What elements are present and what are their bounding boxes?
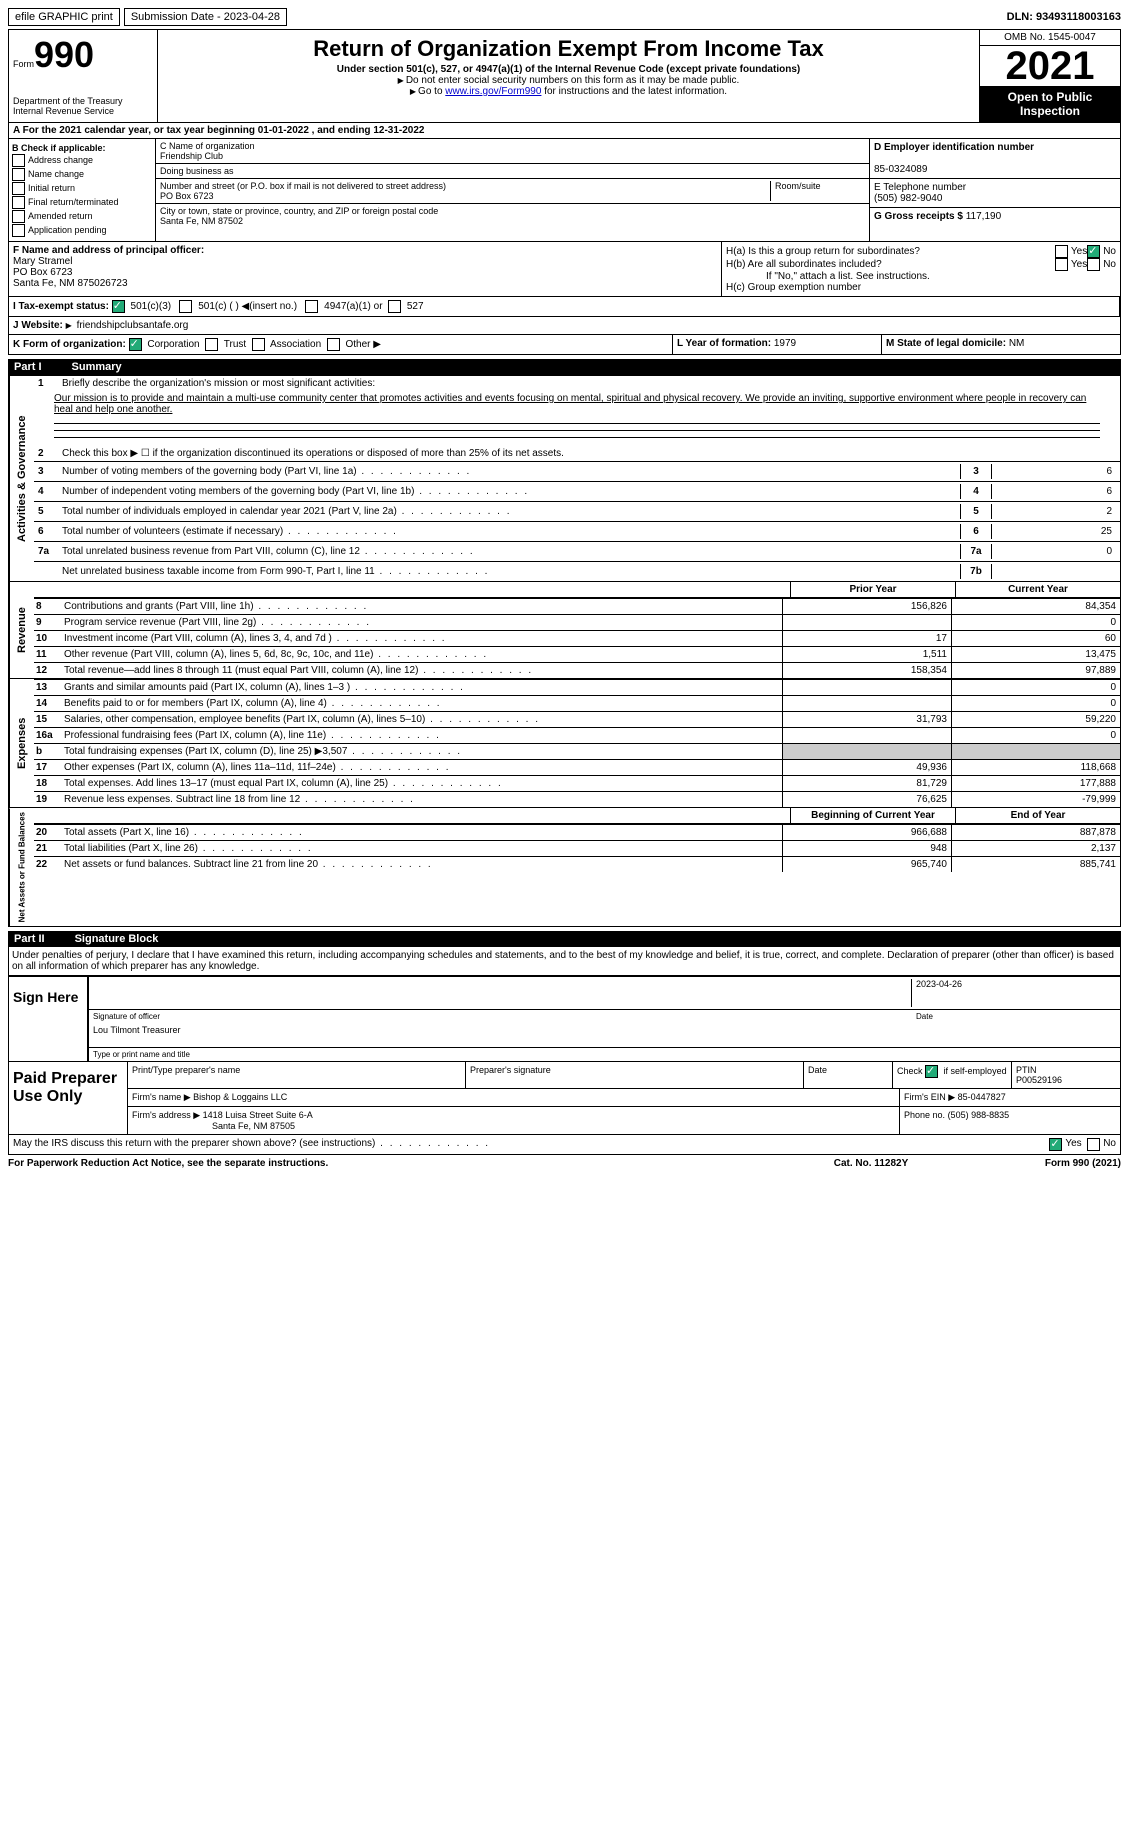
form-number: 990 — [34, 34, 94, 75]
part-ii-header: Part II Signature Block — [8, 931, 1121, 947]
expenses-section: Expenses 13Grants and similar amounts pa… — [8, 679, 1121, 808]
dept-label: Department of the Treasury Internal Reve… — [13, 96, 153, 116]
checkbox[interactable] — [12, 196, 25, 209]
row-a: A For the 2021 calendar year, or tax yea… — [8, 123, 1121, 139]
org-address: PO Box 6723 — [160, 191, 214, 201]
netassets-section: Net Assets or Fund Balances Beginning of… — [8, 808, 1121, 927]
telephone: (505) 982-9040 — [874, 193, 942, 204]
efile-button[interactable]: efile GRAPHIC print — [8, 8, 120, 26]
checkbox[interactable] — [12, 224, 25, 237]
firm-phone: (505) 988-8835 — [948, 1110, 1010, 1120]
open-public: Open to Public Inspection — [980, 86, 1120, 122]
activities-governance: Activities & Governance 1Briefly describ… — [8, 375, 1121, 582]
form-subtitle: Under section 501(c), 527, or 4947(a)(1)… — [162, 64, 975, 75]
ptin: P00529196 — [1016, 1075, 1062, 1085]
page-footer: For Paperwork Reduction Act Notice, see … — [8, 1155, 1121, 1172]
org-name: Friendship Club — [160, 151, 223, 161]
signature-block: Sign Here 2023-04-26 Signature of office… — [8, 976, 1121, 1062]
gross-receipts: 117,190 — [966, 211, 1001, 222]
submission-date: Submission Date - 2023-04-28 — [124, 8, 287, 26]
form-title: Return of Organization Exempt From Incom… — [162, 36, 975, 62]
top-bar: efile GRAPHIC print Submission Date - 20… — [8, 8, 1121, 26]
section-bcd: B Check if applicable: Address change Na… — [8, 139, 1121, 242]
penalties-text: Under penalties of perjury, I declare th… — [8, 947, 1121, 976]
preparer-block: Paid Preparer Use Only Print/Type prepar… — [8, 1062, 1121, 1135]
checkbox[interactable] — [12, 182, 25, 195]
officer-signature: Lou Tilmont Treasurer — [93, 1025, 181, 1045]
tax-year: 2021 — [980, 46, 1120, 86]
revenue-section: Revenue Prior YearCurrent Year 8Contribu… — [8, 582, 1121, 679]
checkbox[interactable] — [12, 168, 25, 181]
part-i-header: Part I Summary — [8, 359, 1121, 375]
checkbox[interactable] — [12, 210, 25, 223]
website: friendshipclubsantafe.org — [77, 320, 189, 331]
dln: DLN: 93493118003163 — [1007, 11, 1121, 23]
checkbox[interactable] — [12, 154, 25, 167]
ein: 85-0324089 — [874, 164, 927, 175]
discuss-row: May the IRS discuss this return with the… — [8, 1135, 1121, 1155]
org-city: Santa Fe, NM 87502 — [160, 216, 243, 226]
form-header: Form990 Department of the Treasury Inter… — [8, 29, 1121, 123]
mission-text: Our mission is to provide and maintain a… — [34, 391, 1120, 417]
irs-link[interactable]: www.irs.gov/Form990 — [445, 86, 541, 97]
firm-name: Bishop & Loggains LLC — [193, 1092, 287, 1102]
officer-name: Mary Stramel — [13, 256, 72, 267]
section-fgh: F Name and address of principal officer:… — [8, 242, 1121, 297]
firm-ein: 85-0447827 — [958, 1092, 1006, 1102]
